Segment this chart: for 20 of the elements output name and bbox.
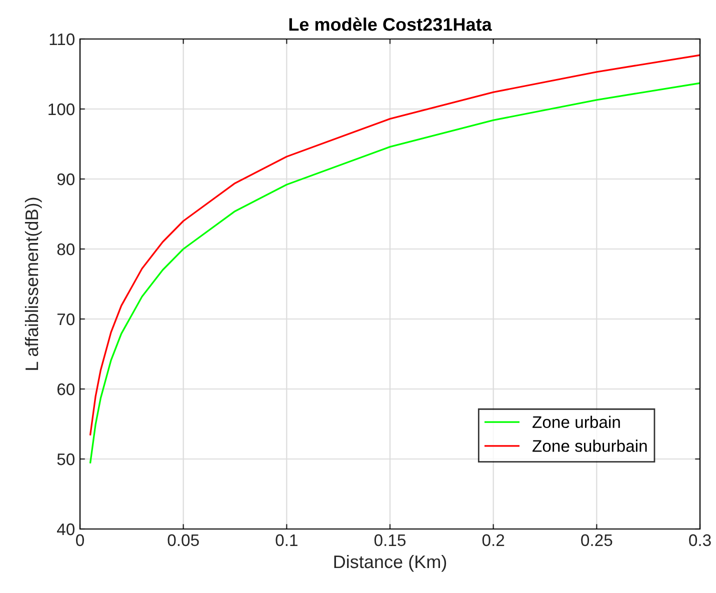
legend-label: Zone urbain — [532, 416, 620, 428]
x-tick-label: 0.15 — [374, 534, 406, 546]
x-tick-label: 0 — [76, 534, 84, 546]
y-tick-label: 100 — [48, 103, 74, 116]
x-axis-title: Distance (Km) — [334, 554, 446, 572]
x-tick-label: 0.25 — [581, 534, 612, 546]
x-tick-label: 0.3 — [689, 534, 711, 546]
y-tick-label: 40 — [56, 523, 74, 536]
x-tick-label: 0.1 — [276, 534, 298, 546]
y-tick-label: 50 — [57, 453, 74, 466]
x-tick-label: 0.2 — [482, 534, 504, 546]
y-tick-label: 70 — [57, 313, 74, 326]
legend-label: Zone suburbain — [532, 440, 647, 452]
chart-title: Le modèle Cost231Hata — [289, 17, 492, 31]
y-tick-label: 80 — [57, 243, 74, 256]
y-tick-label: 60 — [57, 383, 74, 396]
y-tick-label: 110 — [50, 33, 74, 46]
y-axis-title: L affaiblissement(dB)) — [24, 198, 42, 370]
y-tick-label: 90 — [57, 173, 74, 186]
x-tick-label: 0.05 — [168, 534, 199, 546]
